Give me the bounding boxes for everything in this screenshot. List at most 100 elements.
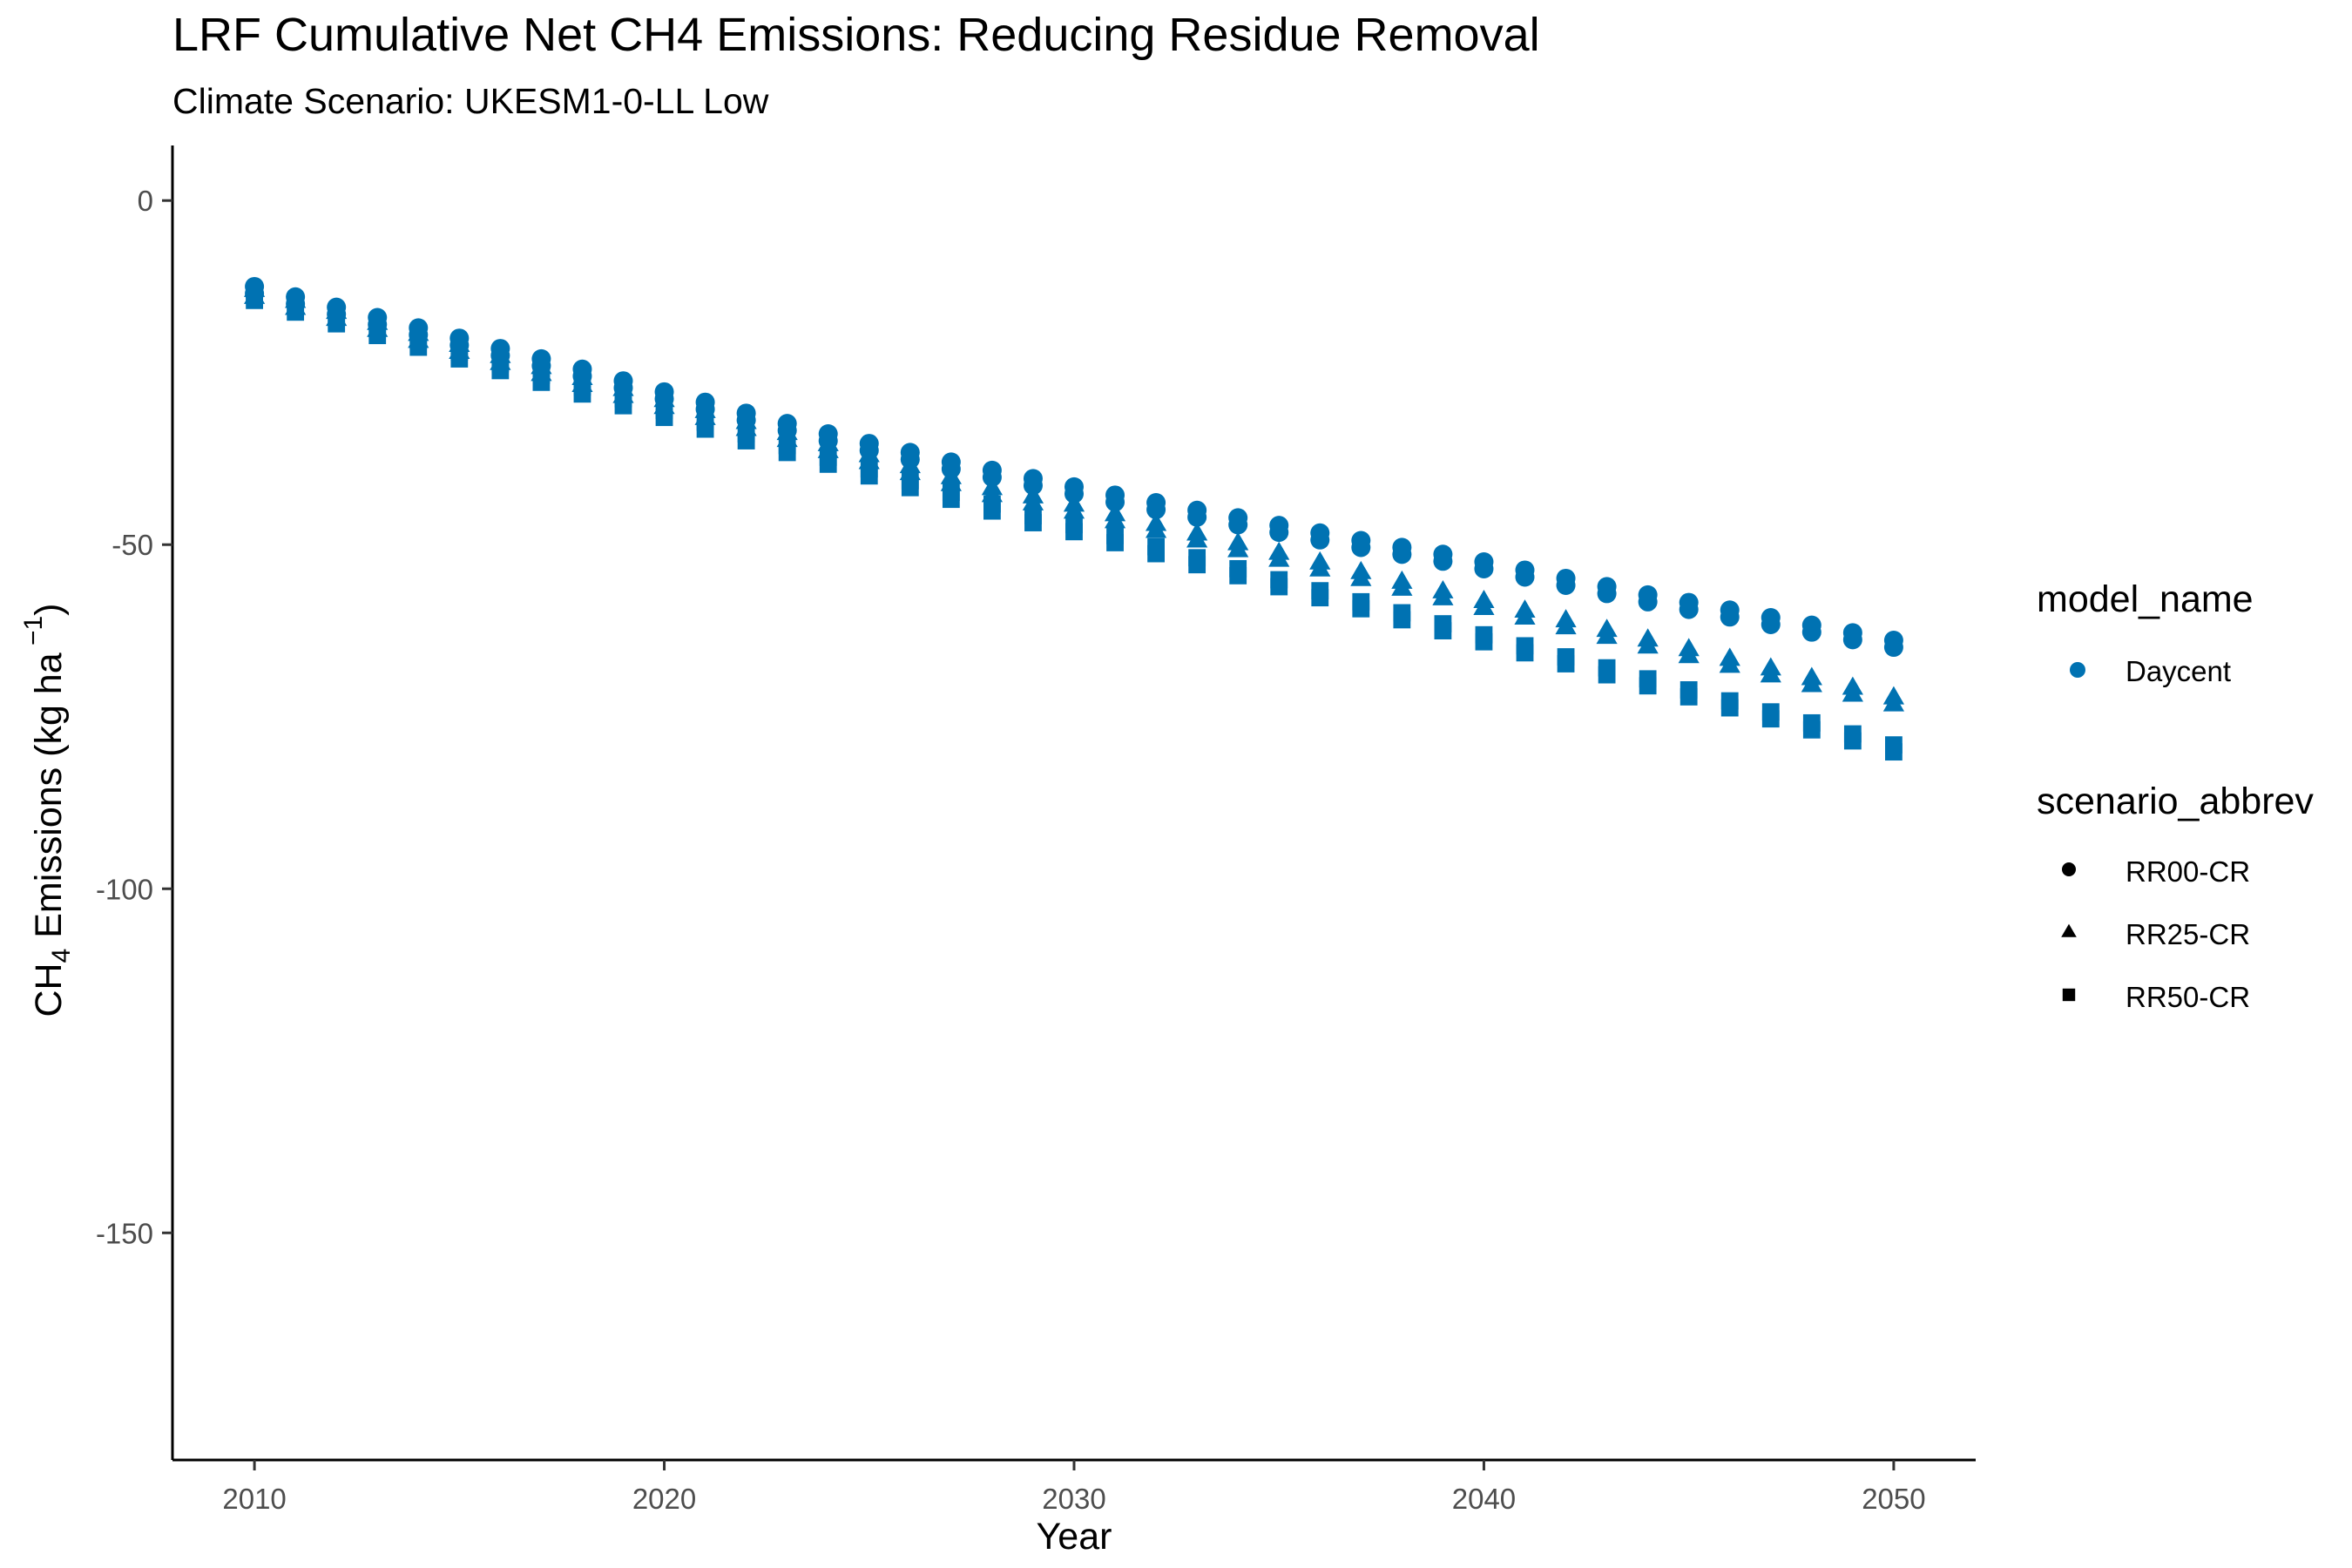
point-rr50-cr-replicate xyxy=(737,432,755,449)
point-rr50-cr-replicate xyxy=(1188,556,1206,574)
y-label-superscript: −1 xyxy=(19,616,48,653)
point-rr00-cr-replicate xyxy=(286,294,306,314)
point-rr00-cr-replicate xyxy=(409,325,429,345)
point-rr00-cr-replicate xyxy=(859,441,879,461)
point-rr00-cr-replicate xyxy=(613,378,633,398)
point-rr50-cr-replicate xyxy=(860,467,878,485)
point-rr00-cr-replicate xyxy=(1187,507,1207,527)
point-rr25-cr-replicate xyxy=(981,483,1004,503)
point-rr00-cr-replicate xyxy=(1720,607,1740,627)
point-rr00-cr-replicate xyxy=(1064,483,1084,504)
point-rr25-cr-replicate xyxy=(1227,538,1249,558)
point-rr00-cr-replicate xyxy=(1269,523,1289,543)
point-rr50-cr-replicate xyxy=(1147,544,1165,563)
point-rr00-cr-replicate xyxy=(490,346,510,366)
point-rr50-cr-replicate xyxy=(819,455,837,473)
x-ticks: 2010 2020 2030 2040 2050 xyxy=(222,1460,1926,1515)
chart-subtitle: Climate Scenario: UKESM1-0-LL Low xyxy=(172,81,769,121)
point-rr50-cr-replicate xyxy=(1843,732,1862,750)
legend-shape-key xyxy=(2061,923,2077,937)
legend-shape-key xyxy=(2062,862,2076,876)
point-rr00-cr-replicate xyxy=(695,399,715,419)
point-rr00-cr-replicate xyxy=(1105,492,1125,512)
point-rr00-cr-replicate xyxy=(327,304,347,324)
point-rr00-cr-replicate xyxy=(368,314,388,335)
y-tick-label: 0 xyxy=(138,185,153,217)
point-rr25-cr-replicate xyxy=(1473,597,1495,615)
legend-shape-label: RR00-CR xyxy=(2126,855,2250,888)
y-ticks: 0 -50 -100 -150 xyxy=(96,185,172,1249)
point-rr00-cr-replicate xyxy=(531,355,551,375)
point-rr00-cr-replicate xyxy=(1842,630,1862,650)
legend-shape-title: scenario_abbrev xyxy=(2037,781,2314,822)
point-rr00-cr-replicate xyxy=(1515,567,1535,587)
point-rr50-cr-replicate xyxy=(1393,611,1411,629)
point-rr00-cr-replicate xyxy=(1556,575,1576,595)
legend-color-label: Daycent xyxy=(2126,655,2231,687)
point-rr50-cr-replicate xyxy=(901,478,919,497)
x-tick-label: 2020 xyxy=(632,1483,696,1515)
point-rr50-cr-replicate xyxy=(1024,514,1042,531)
legend-shape-entries: RR00-CR RR25-CR RR50-CR xyxy=(2061,855,2250,1013)
point-rr00-cr-replicate xyxy=(1761,614,1781,634)
point-rr25-cr-replicate xyxy=(1882,693,1905,712)
point-rr00-cr-replicate xyxy=(1597,584,1617,604)
y-label-middle: Emissions (kg ha xyxy=(28,652,70,948)
point-rr00-cr-replicate xyxy=(1310,530,1330,550)
y-tick-label: -50 xyxy=(112,529,153,561)
point-rr50-cr-replicate xyxy=(1598,666,1616,684)
point-rr00-cr-replicate xyxy=(777,421,797,441)
legend-color-entries: Daycent xyxy=(2070,655,2231,687)
y-label-end: ) xyxy=(28,603,70,615)
point-rr00-cr-replicate xyxy=(1351,537,1371,558)
point-rr00-cr-replicate xyxy=(1474,558,1494,578)
point-rr25-cr-replicate xyxy=(1514,606,1536,625)
point-rr25-cr-replicate xyxy=(1063,500,1085,519)
point-rr50-cr-replicate xyxy=(1352,599,1370,618)
point-rr00-cr-replicate xyxy=(449,335,470,355)
point-rr50-cr-replicate xyxy=(778,443,796,462)
point-rr25-cr-replicate xyxy=(1842,683,1863,702)
point-rr50-cr-replicate xyxy=(1434,622,1452,639)
point-rr00-cr-replicate xyxy=(654,389,674,409)
point-rr25-cr-replicate xyxy=(1145,519,1167,538)
legend-color-title: model_name xyxy=(2037,578,2254,620)
x-tick-label: 2050 xyxy=(1862,1483,1925,1515)
y-label-subscript: 4 xyxy=(47,949,76,963)
point-rr00-cr-replicate xyxy=(900,449,920,470)
point-rr50-cr-replicate xyxy=(1065,523,1083,541)
point-rr25-cr-replicate xyxy=(1350,567,1372,586)
point-rr50-cr-replicate xyxy=(1516,644,1534,662)
point-rr50-cr-replicate xyxy=(1720,699,1739,717)
point-rr00-cr-replicate xyxy=(818,431,838,451)
point-rr00-cr-replicate xyxy=(1228,515,1248,535)
legend: model_name Daycent scenario_abbrev RR00-… xyxy=(2037,578,2314,1013)
point-rr25-cr-replicate xyxy=(1186,529,1208,548)
point-rr25-cr-replicate xyxy=(1022,491,1044,510)
legend-color-key xyxy=(2070,662,2085,678)
point-rr25-cr-replicate xyxy=(1678,645,1700,664)
y-tick-label: -150 xyxy=(96,1217,153,1249)
point-rr25-cr-replicate xyxy=(1801,673,1822,693)
point-rr00-cr-replicate xyxy=(1801,622,1821,642)
point-rr25-cr-replicate xyxy=(1719,654,1740,673)
point-rr00-cr-replicate xyxy=(1679,599,1699,619)
point-rr50-cr-replicate xyxy=(1106,534,1124,551)
y-label-main: CH xyxy=(28,963,70,1017)
data-points xyxy=(243,276,1905,761)
point-rr50-cr-replicate xyxy=(1639,677,1657,695)
point-rr00-cr-replicate xyxy=(982,467,1002,487)
point-rr50-cr-replicate xyxy=(1557,655,1575,672)
point-rr00-cr-replicate xyxy=(1392,544,1412,564)
point-rr00-cr-replicate xyxy=(1883,638,1903,658)
x-tick-label: 2030 xyxy=(1042,1483,1105,1515)
point-rr25-cr-replicate xyxy=(1432,586,1454,605)
point-rr00-cr-replicate xyxy=(736,410,756,430)
point-rr25-cr-replicate xyxy=(1596,625,1618,645)
point-rr00-cr-replicate xyxy=(1433,551,1453,571)
point-rr00-cr-replicate xyxy=(1146,500,1166,520)
point-rr25-cr-replicate xyxy=(1555,616,1577,635)
point-rr25-cr-replicate xyxy=(1760,664,1781,683)
